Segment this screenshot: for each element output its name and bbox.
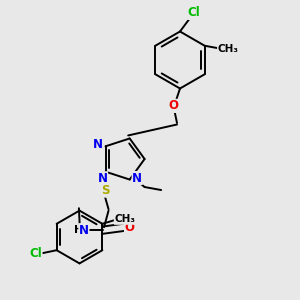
Text: S: S xyxy=(101,184,109,197)
Text: O: O xyxy=(168,99,178,112)
Text: Cl: Cl xyxy=(188,6,200,20)
Text: CH₃: CH₃ xyxy=(114,214,135,224)
Text: CH₃: CH₃ xyxy=(218,44,239,54)
Text: Cl: Cl xyxy=(29,247,42,260)
Text: H: H xyxy=(74,225,83,235)
Text: N: N xyxy=(132,172,142,184)
Text: N: N xyxy=(79,224,89,237)
Text: N: N xyxy=(98,172,107,185)
Text: O: O xyxy=(124,221,134,234)
Text: N: N xyxy=(93,138,103,151)
